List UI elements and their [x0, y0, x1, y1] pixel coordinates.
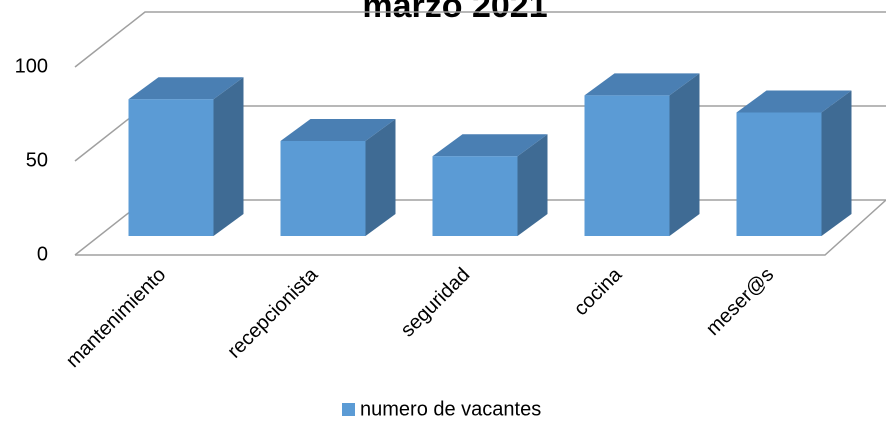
bar-side — [365, 119, 396, 236]
bar-front — [280, 141, 366, 236]
bar-side — [669, 73, 700, 237]
bar-top — [280, 119, 396, 141]
bar-side — [213, 77, 244, 236]
legend-label: numero de vacantes — [360, 398, 541, 420]
x-tick-label: meser@s — [702, 264, 778, 340]
x-tick-label: mantenimiento — [62, 264, 170, 372]
bar-front — [584, 95, 670, 237]
bar — [280, 119, 396, 236]
y-tick-label: 0 — [37, 243, 48, 265]
y-tick-label: 50 — [26, 149, 48, 171]
floor — [75, 199, 886, 256]
bar — [432, 134, 548, 236]
x-tick-label: recepcionista — [223, 263, 323, 363]
x-tick-label: seguridad — [397, 264, 475, 342]
grid-line — [74, 11, 886, 68]
bar-front — [432, 156, 518, 236]
bar-top — [432, 134, 548, 157]
bar — [128, 77, 244, 236]
legend-swatch — [342, 403, 355, 416]
y-tick-label: 100 — [15, 55, 48, 77]
bar-top — [584, 73, 700, 96]
bar-side — [517, 134, 548, 236]
bar-front — [128, 99, 214, 236]
bar-top — [128, 77, 244, 100]
x-tick-label: cocina — [570, 263, 627, 320]
bar — [584, 73, 700, 237]
bar — [736, 90, 852, 236]
bar-top — [736, 90, 852, 113]
bar-side — [821, 90, 852, 236]
bar-front — [736, 112, 822, 236]
